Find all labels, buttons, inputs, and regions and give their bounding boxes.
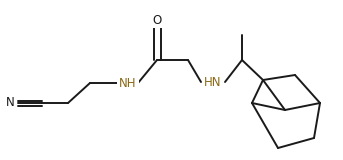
Text: O: O xyxy=(152,13,162,27)
Text: HN: HN xyxy=(204,76,222,88)
Text: N: N xyxy=(6,96,15,109)
Text: NH: NH xyxy=(119,76,137,89)
